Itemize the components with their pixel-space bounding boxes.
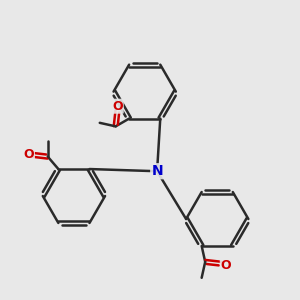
- Text: O: O: [23, 148, 34, 161]
- Text: O: O: [112, 100, 123, 113]
- Text: N: N: [151, 164, 163, 178]
- Text: O: O: [221, 259, 231, 272]
